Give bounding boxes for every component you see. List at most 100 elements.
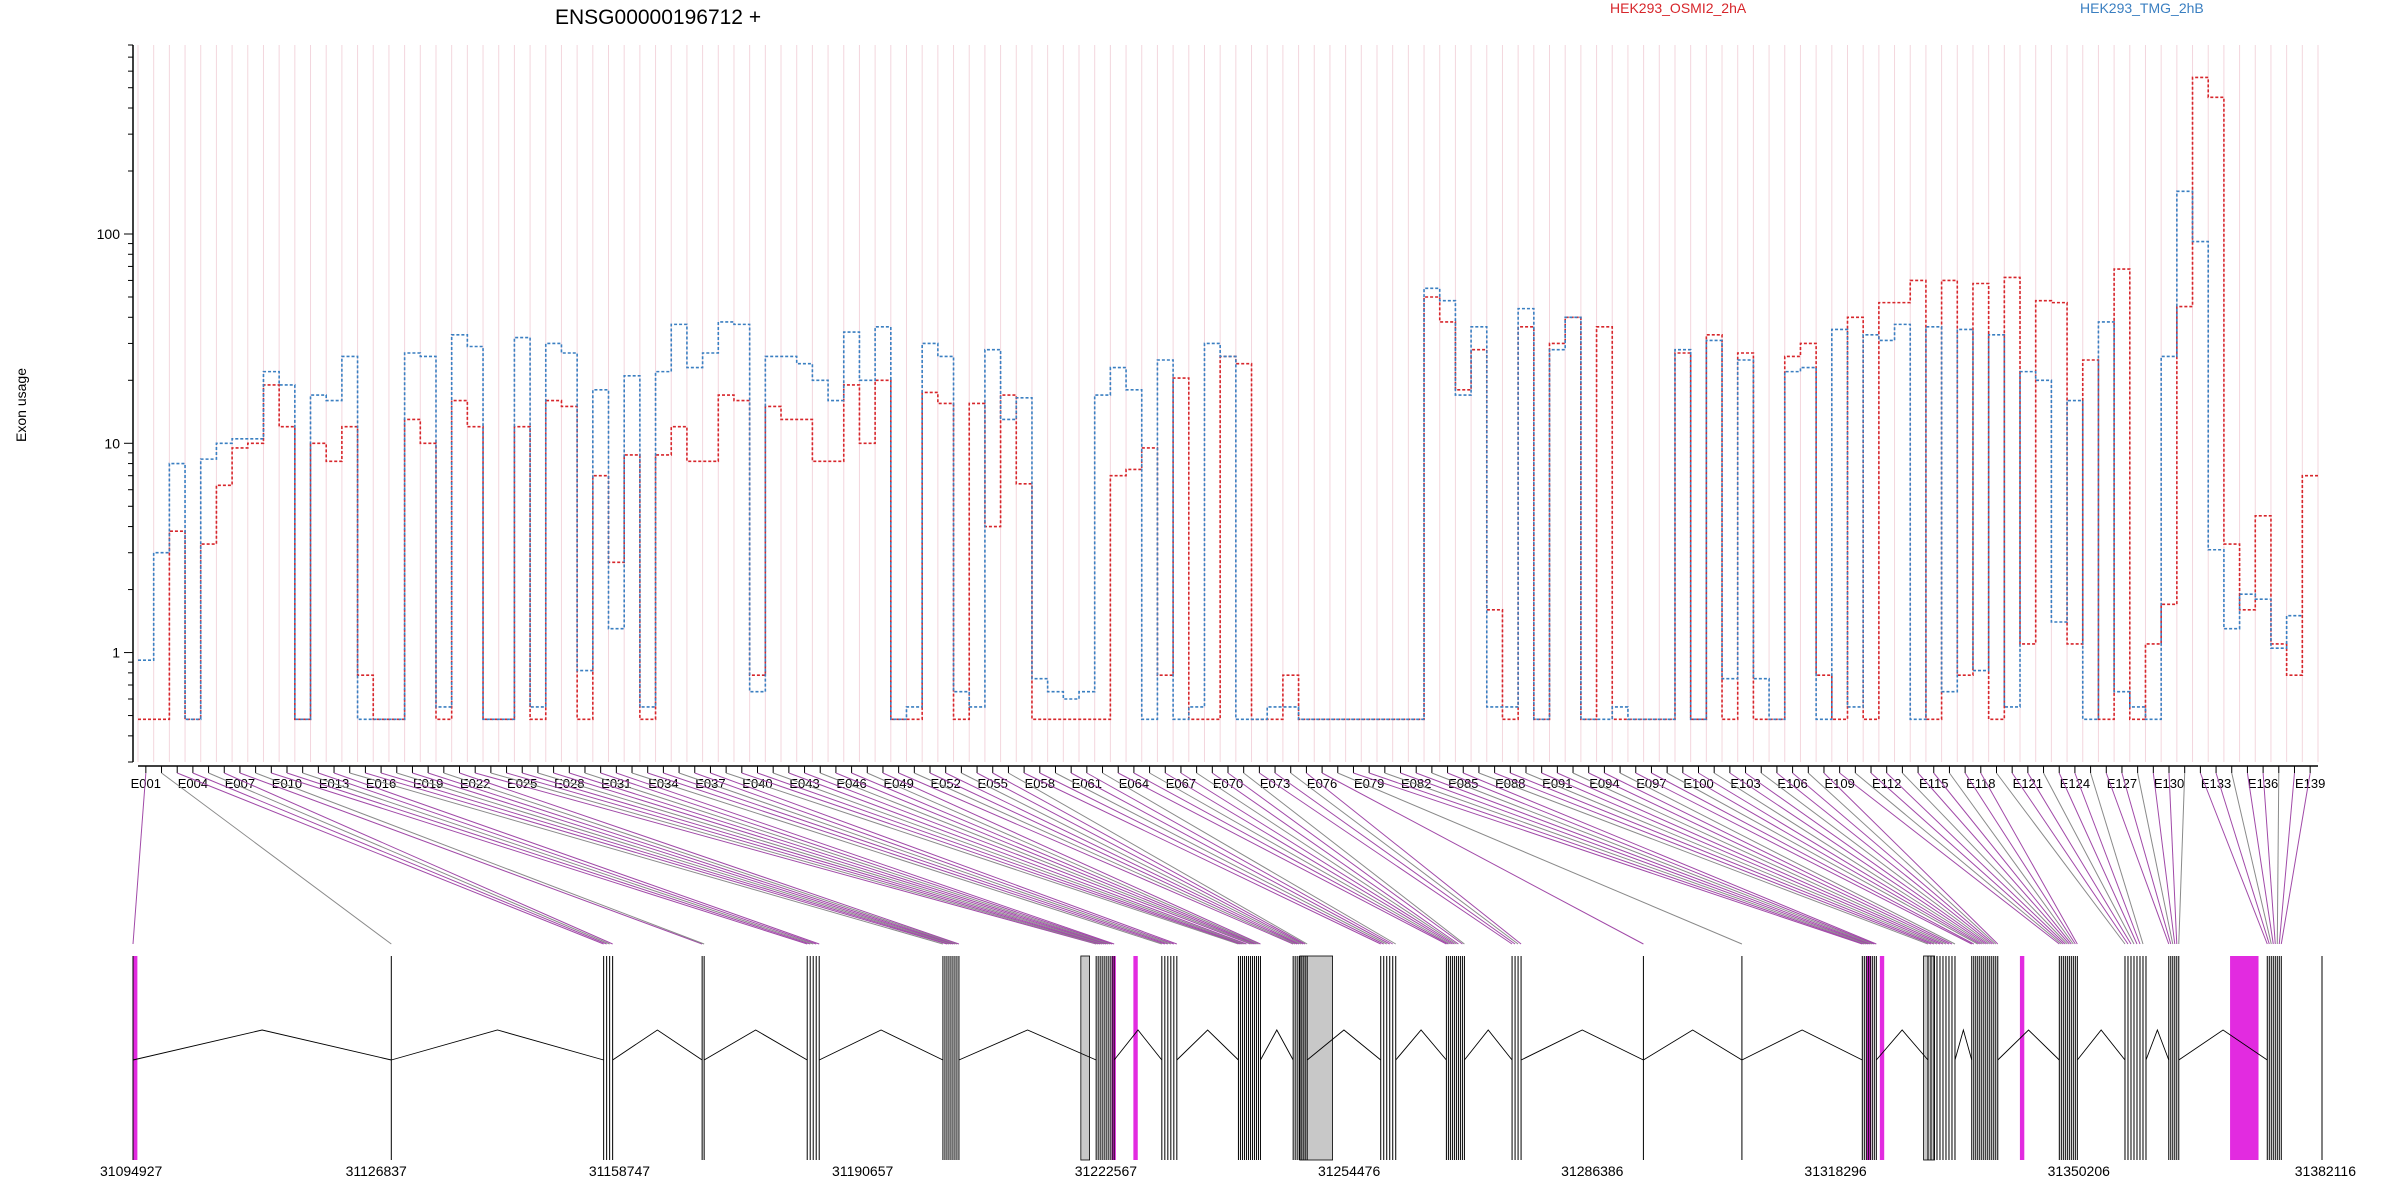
intron-line — [958, 1029, 1097, 1061]
connector-line — [412, 772, 954, 945]
labels: ENSG00000196712 + HEK293_OSMI2_2hA HEK29… — [13, 0, 2204, 442]
connector-line — [1902, 772, 2068, 945]
connector-line — [302, 772, 814, 945]
connector-line — [1447, 772, 1875, 945]
intron-line — [1954, 1028, 1973, 1061]
connector-line — [443, 772, 958, 945]
exon-block-gray — [1923, 955, 1935, 1161]
connector-line — [2074, 772, 2141, 945]
y-tick-label: 1 — [112, 645, 120, 661]
connector-line — [1368, 772, 1865, 945]
x-tick-label: E124 — [2060, 776, 2090, 791]
exon-block-gray — [1299, 955, 1333, 1161]
intron-line — [2178, 1029, 2268, 1061]
connector-line — [1823, 772, 1999, 945]
connector-line — [365, 772, 948, 945]
genome-tick-label: 31126837 — [346, 1163, 407, 1179]
connector-line — [1886, 772, 2066, 945]
connector-line — [1212, 772, 1459, 945]
x-tick-label: E049 — [883, 776, 913, 791]
connector-line — [1745, 772, 1989, 945]
genome-tick-label: 31286386 — [1561, 1163, 1624, 1179]
connector-line — [161, 772, 392, 945]
x-tick-label: E127 — [2107, 776, 2137, 791]
connector-line — [2105, 772, 2170, 945]
connector-line — [1463, 772, 1877, 945]
connector-line — [2276, 772, 2280, 945]
genome-tick-label: 31382116 — [2295, 1163, 2356, 1179]
connector-line — [2178, 772, 2186, 945]
connector-line — [992, 772, 1306, 945]
connector-line — [1274, 772, 1516, 945]
connector-line — [2215, 772, 2270, 945]
intron-line — [1306, 1029, 1382, 1061]
connector-line — [1870, 772, 2064, 945]
intron-line — [1997, 1029, 2060, 1061]
connector-line — [584, 772, 1111, 945]
connector-line — [882, 772, 1261, 945]
connector-line — [1729, 772, 1987, 945]
connector-line — [333, 772, 820, 945]
connector-line — [898, 772, 1294, 945]
connector-line — [2011, 772, 2129, 945]
x-tick-label: E118 — [1966, 776, 1995, 791]
intron-line — [1464, 1029, 1513, 1061]
intron-line — [612, 1029, 703, 1061]
x-tick-label: E079 — [1354, 776, 1384, 791]
connector-line — [1165, 772, 1453, 945]
connector-line — [1133, 772, 1449, 945]
intron-line — [1741, 1029, 1863, 1061]
connector-line — [804, 772, 1251, 945]
connector-line — [616, 772, 1115, 945]
series-line-b — [138, 190, 2303, 721]
connector-line — [914, 772, 1296, 945]
connector-line — [1023, 772, 1381, 945]
legend-series-b: HEK293_TMG_2hB — [2080, 0, 2204, 16]
intron-line — [1260, 1029, 1294, 1061]
connector-line — [1776, 772, 1993, 945]
connector-line — [663, 772, 1168, 945]
connector-line — [600, 772, 1113, 945]
connector-line — [1055, 772, 1387, 945]
connector-line — [647, 772, 1165, 945]
connector-line — [1180, 772, 1455, 945]
connector-line — [1431, 772, 1873, 945]
intron-line — [1395, 1029, 1447, 1061]
connector-line — [1039, 772, 1384, 945]
connector-line — [2199, 772, 2268, 945]
genome-tick-label: 31254476 — [1318, 1163, 1381, 1179]
exon-block-magenta — [1866, 956, 1872, 1160]
connector-line — [2231, 772, 2272, 945]
connector-line — [1996, 772, 2126, 945]
connector-line — [1227, 772, 1463, 945]
x-tick-label: E004 — [178, 776, 208, 791]
connector-line — [1494, 772, 1932, 945]
connector-line — [1525, 772, 1938, 945]
connector-line — [192, 772, 607, 945]
genome-tick-label: 31350206 — [2048, 1163, 2111, 1179]
connector-line — [961, 772, 1302, 945]
connector-line — [1760, 772, 1991, 945]
intron-line — [1875, 1029, 1929, 1061]
intron-line — [1176, 1029, 1239, 1061]
connector-line — [2262, 772, 2276, 945]
connector-line — [1604, 772, 1953, 945]
series-line-a — [138, 76, 2318, 721]
connector-line — [2090, 772, 2144, 945]
connector-line — [255, 772, 705, 945]
connector-line — [1698, 772, 1983, 945]
x-tick-label: E133 — [2201, 776, 2231, 791]
connector-line — [1666, 772, 1979, 945]
exon-block-gray — [1080, 955, 1090, 1161]
connector-line — [678, 772, 1171, 945]
connector-line — [694, 772, 1174, 945]
chart-title: ENSG00000196712 + — [555, 6, 761, 29]
x-tick-label: E061 — [1072, 776, 1102, 791]
connector-line — [773, 772, 1245, 945]
connector-line — [1682, 772, 1981, 945]
connector-line — [1416, 772, 1871, 945]
connector-line — [2168, 772, 2178, 945]
intron-line — [391, 1029, 604, 1061]
legend-series-a: HEK293_OSMI2_2hA — [1610, 0, 1747, 16]
connector-line — [1086, 772, 1393, 945]
